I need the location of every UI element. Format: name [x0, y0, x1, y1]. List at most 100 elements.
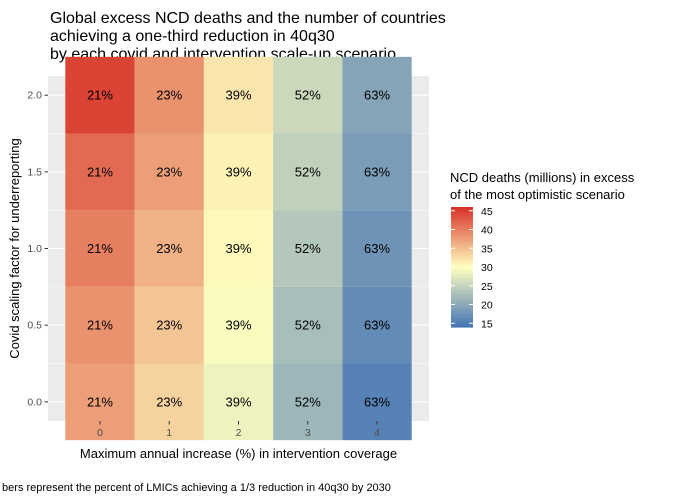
- legend-gradient-step: [451, 233, 473, 236]
- cell-label: 21%: [87, 241, 113, 256]
- legend-gradient-step: [451, 315, 473, 318]
- legend-gradient-step: [451, 283, 473, 286]
- legend-tick-label: 25: [481, 281, 493, 293]
- legend-gradient-step: [451, 239, 473, 242]
- heatmap-cell: [203, 56, 274, 134]
- y-tick-label: 0.0: [27, 396, 42, 408]
- cell-label: 39%: [225, 164, 251, 179]
- legend-gradient-step: [451, 307, 473, 310]
- legend-gradient-step: [451, 249, 473, 252]
- heatmap-cell: [134, 363, 204, 441]
- color-legend: NCD deaths (millions) in excess of the m…: [450, 170, 635, 330]
- legend-gradient-step: [451, 295, 473, 298]
- legend-ticks: 45 40 35 30 25 20 15: [451, 206, 493, 330]
- legend-gradient-step: [451, 285, 473, 288]
- legend-tick-label: 30: [481, 262, 493, 274]
- legend-gradient-step: [451, 309, 473, 312]
- cell-label: 23%: [156, 318, 182, 333]
- cell-label: 52%: [295, 394, 321, 409]
- heatmap-cell: [134, 133, 204, 211]
- legend-gradient-step: [451, 325, 473, 328]
- legend-gradient-step: [451, 211, 473, 214]
- cell-label: 21%: [87, 88, 113, 103]
- legend-gradient-step: [451, 263, 473, 266]
- legend-gradient-step: [451, 257, 473, 260]
- caption: bers represent the percent of LMICs achi…: [2, 482, 391, 494]
- legend-gradient-step: [451, 321, 473, 324]
- legend-tick-label: 15: [481, 318, 493, 330]
- cell-label: 21%: [87, 394, 113, 409]
- legend-gradient-step: [451, 297, 473, 300]
- heatmap-cells: [65, 56, 412, 441]
- cell-label: 63%: [364, 88, 390, 103]
- legend-gradient-step: [451, 243, 473, 246]
- heatmap-cell: [203, 133, 274, 211]
- cell-label: 52%: [295, 318, 321, 333]
- heatmap-cell: [273, 286, 343, 364]
- chart-title-line: Global excess NCD deaths and the number …: [50, 10, 446, 27]
- cell-label: 39%: [225, 241, 251, 256]
- x-tick-label: 3: [305, 427, 311, 439]
- x-tick-label: 0: [97, 427, 103, 439]
- legend-gradient-step: [451, 293, 473, 296]
- heatmap-cell: [203, 210, 274, 287]
- y-tick-label: 0.5: [27, 320, 42, 332]
- cell-label: 52%: [295, 88, 321, 103]
- y-tick-label: 1.0: [27, 243, 42, 255]
- legend-gradient-step: [451, 207, 473, 210]
- y-tick-label: 2.0: [27, 90, 42, 102]
- heatmap-cell: [65, 56, 135, 134]
- legend-gradient-step: [451, 279, 473, 282]
- legend-gradient-step: [451, 247, 473, 250]
- legend-tick-label: 45: [481, 206, 493, 218]
- legend-gradient-step: [451, 317, 473, 320]
- legend-gradient-step: [451, 299, 473, 302]
- cell-label: 23%: [156, 394, 182, 409]
- heatmap-cell: [342, 210, 412, 287]
- heatmap-cell: [342, 286, 412, 364]
- legend-gradient-step: [451, 229, 473, 232]
- cell-label: 23%: [156, 88, 182, 103]
- heatmap-cell: [342, 56, 412, 134]
- heatmap-cell: [203, 363, 274, 441]
- cell-label: 39%: [225, 88, 251, 103]
- chart-title-line: achieving a one-third reduction in 40q30: [50, 28, 335, 45]
- legend-title-line: of the most optimistic scenario: [450, 187, 625, 202]
- legend-gradient-step: [451, 209, 473, 212]
- legend-gradient-step: [451, 273, 473, 276]
- heatmap-cell: [203, 286, 274, 364]
- legend-tick-label: 40: [481, 225, 493, 237]
- x-axis: 0 1 2 3 4: [97, 421, 380, 439]
- heatmap-cell: [134, 286, 204, 364]
- legend-tick-label: 35: [481, 243, 493, 255]
- cell-label: 21%: [87, 318, 113, 333]
- x-tick-label: 4: [374, 427, 380, 439]
- legend-gradient-step: [451, 289, 473, 292]
- legend-gradient-step: [451, 221, 473, 224]
- legend-gradient-step: [451, 305, 473, 308]
- legend-gradient-step: [451, 323, 473, 326]
- legend-gradient-step: [451, 245, 473, 248]
- legend-gradient-step: [451, 275, 473, 278]
- heatmap-cell: [273, 133, 343, 211]
- legend-gradient-step: [451, 235, 473, 238]
- legend-gradient-step: [451, 311, 473, 314]
- legend-gradient-step: [451, 303, 473, 306]
- legend-gradient-step: [451, 261, 473, 264]
- legend-gradient-step: [451, 277, 473, 280]
- heatmap-cell: [273, 56, 343, 134]
- cell-label: 23%: [156, 241, 182, 256]
- heatmap-cell: [342, 363, 412, 441]
- cell-label: 21%: [87, 164, 113, 179]
- legend-gradient-step: [451, 313, 473, 316]
- legend-gradient-step: [451, 219, 473, 222]
- legend-gradient-step: [451, 281, 473, 284]
- cell-label: 39%: [225, 318, 251, 333]
- heatmap-cell: [65, 363, 135, 441]
- y-axis: 0.0 0.5 1.0 1.5 2.0: [27, 90, 48, 408]
- x-tick-label: 1: [166, 427, 172, 439]
- legend-gradient-step: [451, 287, 473, 290]
- legend-gradient-step: [451, 213, 473, 216]
- legend-gradient-step: [451, 319, 473, 322]
- legend-gradient-step: [451, 265, 473, 268]
